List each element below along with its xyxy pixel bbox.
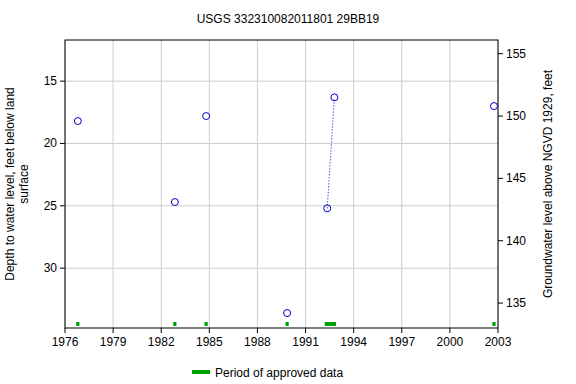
y-grid — [65, 268, 498, 269]
x-grid — [161, 40, 162, 328]
x-tick-label: 1982 — [148, 335, 175, 349]
y-grid — [65, 143, 498, 144]
approved-period — [76, 322, 79, 326]
x-tick-label: 2003 — [485, 335, 512, 349]
y2-axis-label: Groundwater level above NGVD 1929, feet — [541, 69, 555, 298]
y-tick — [60, 205, 65, 206]
data-point — [203, 113, 210, 120]
y-tick-label: 25 — [44, 199, 58, 213]
x-tick — [257, 328, 258, 333]
x-tick — [161, 328, 162, 333]
y-tick — [60, 268, 65, 269]
x-tick — [498, 328, 499, 333]
x-tick — [209, 328, 210, 333]
y2-tick-label: 140 — [506, 234, 526, 248]
y2-tick-label: 155 — [506, 47, 526, 61]
x-tick-label: 1976 — [52, 335, 79, 349]
x-tick-label: 1991 — [292, 335, 319, 349]
x-grid — [209, 40, 210, 328]
y-tick — [60, 81, 65, 82]
y2-tick — [498, 240, 503, 241]
x-tick-label: 2000 — [437, 335, 464, 349]
y2-tick — [498, 53, 503, 54]
y2-tick-label: 135 — [506, 296, 526, 310]
x-tick — [65, 328, 66, 333]
title: USGS 332310082011801 29BB19 — [197, 12, 380, 26]
data-point — [284, 310, 291, 317]
x-grid — [401, 40, 402, 328]
x-tick-label: 1979 — [100, 335, 127, 349]
y2-tick — [498, 303, 503, 304]
data-point — [74, 118, 81, 125]
data-point — [490, 103, 497, 110]
background — [0, 0, 576, 384]
x-tick-label: 1988 — [244, 335, 271, 349]
x-tick — [401, 328, 402, 333]
y2-tick — [498, 116, 503, 117]
approved-period — [325, 322, 336, 326]
x-grid — [113, 40, 114, 328]
legend-label: Period of approved data — [215, 366, 343, 380]
x-tick-label: 1994 — [340, 335, 367, 349]
data-point — [171, 199, 178, 206]
y-tick — [60, 143, 65, 144]
approved-period — [286, 322, 289, 326]
x-tick — [449, 328, 450, 333]
y2-tick-label: 150 — [506, 109, 526, 123]
x-grid — [305, 40, 306, 328]
y2-tick-label: 145 — [506, 171, 526, 185]
x-grid — [353, 40, 354, 328]
plot-frame — [65, 40, 498, 328]
x-tick — [305, 328, 306, 333]
y-axis-label: Depth to water level, feet below landsur… — [3, 87, 31, 280]
y-tick-label: 15 — [44, 74, 58, 88]
approved-period — [173, 322, 176, 326]
y-axis-label-line: surface — [17, 164, 31, 204]
plot-marks — [74, 94, 497, 326]
y-tick-label: 30 — [44, 261, 58, 275]
x-grid — [257, 40, 258, 328]
x-tick — [353, 328, 354, 333]
approved-period — [205, 322, 208, 326]
legend-swatch — [192, 370, 210, 374]
x-tick — [113, 328, 114, 333]
y-tick-label: 20 — [44, 136, 58, 150]
y-axis-label-line: Depth to water level, feet below land — [3, 87, 17, 280]
x-tick-label: 1997 — [388, 335, 415, 349]
y2-tick — [498, 178, 503, 179]
approved-period — [492, 322, 495, 326]
x-tick-label: 1985 — [196, 335, 223, 349]
x-grid — [449, 40, 450, 328]
data-line — [327, 97, 334, 208]
y-grid — [65, 205, 498, 206]
y-grid — [65, 81, 498, 82]
